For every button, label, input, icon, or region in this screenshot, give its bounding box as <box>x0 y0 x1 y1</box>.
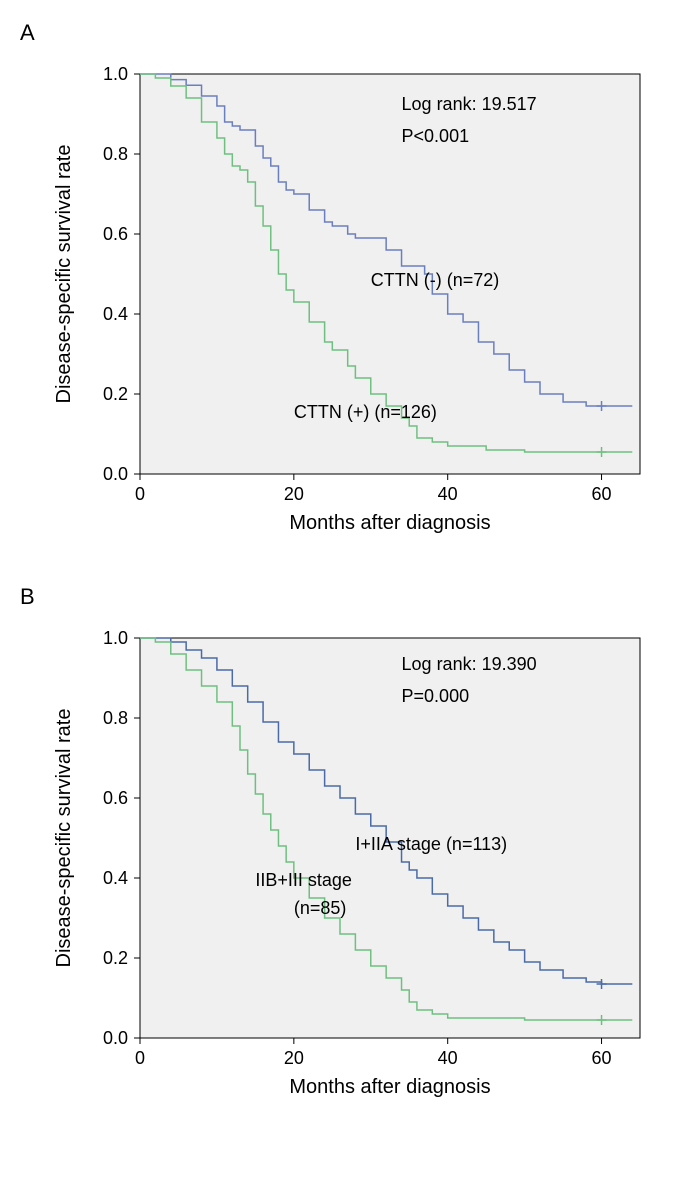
y-tick-label: 0.6 <box>103 788 128 808</box>
x-tick-label: 0 <box>135 1048 145 1068</box>
x-axis-label: Months after diagnosis <box>289 1076 490 1098</box>
chart-annotation: (n=85) <box>294 898 347 918</box>
y-tick-label: 0.2 <box>103 384 128 404</box>
chart-annotation: Log rank: 19.517 <box>402 94 537 114</box>
panel-label: B <box>20 584 665 610</box>
km-chart: 0.0 0.2 0.4 0.6 0.8 1.0 0 20 40 60 Log rank: 19.51… <box>40 54 660 554</box>
y-tick-label: 1.0 <box>103 628 128 648</box>
y-tick-label: 0.2 <box>103 948 128 968</box>
y-axis-label: Disease-specific survival rate <box>53 709 75 968</box>
chart-annotation: I+IIA stage (n=113) <box>355 834 507 854</box>
chart-annotation: IIB+III stage <box>255 870 352 890</box>
y-tick-label: 0.6 <box>103 224 128 244</box>
x-tick-label: 60 <box>592 484 612 504</box>
x-tick-label: 40 <box>438 1048 458 1068</box>
x-tick-label: 20 <box>284 1048 304 1068</box>
chart-annotation: P<0.001 <box>402 126 470 146</box>
chart-annotation: CTTN (-) (n=72) <box>371 270 500 290</box>
x-tick-label: 0 <box>135 484 145 504</box>
y-tick-label: 0.8 <box>103 144 128 164</box>
panel-B: B 0.0 0.2 0.4 0.6 0.8 1.0 0 20 40 60 Log rank: 19.3… <box>20 584 665 1118</box>
chart-annotation: P=0.000 <box>402 686 470 706</box>
y-tick-label: 0.0 <box>103 1028 128 1048</box>
chart-annotation: Log rank: 19.390 <box>402 654 537 674</box>
y-tick-label: 0.4 <box>103 868 128 888</box>
panel-A: A 0.0 0.2 0.4 0.6 0.8 1.0 0 20 40 60 Log rank: 19.5… <box>20 20 665 554</box>
x-tick-label: 40 <box>438 484 458 504</box>
x-axis-label: Months after diagnosis <box>289 512 490 534</box>
km-chart: 0.0 0.2 0.4 0.6 0.8 1.0 0 20 40 60 Log rank: 19.39… <box>40 618 660 1118</box>
y-tick-label: 0.0 <box>103 464 128 484</box>
x-tick-label: 60 <box>592 1048 612 1068</box>
y-tick-label: 0.4 <box>103 304 128 324</box>
x-tick-label: 20 <box>284 484 304 504</box>
panel-label: A <box>20 20 665 46</box>
y-tick-label: 0.8 <box>103 708 128 728</box>
y-axis-label: Disease-specific survival rate <box>53 145 75 404</box>
chart-annotation: CTTN (+) (n=126) <box>294 402 437 422</box>
y-tick-label: 1.0 <box>103 64 128 84</box>
